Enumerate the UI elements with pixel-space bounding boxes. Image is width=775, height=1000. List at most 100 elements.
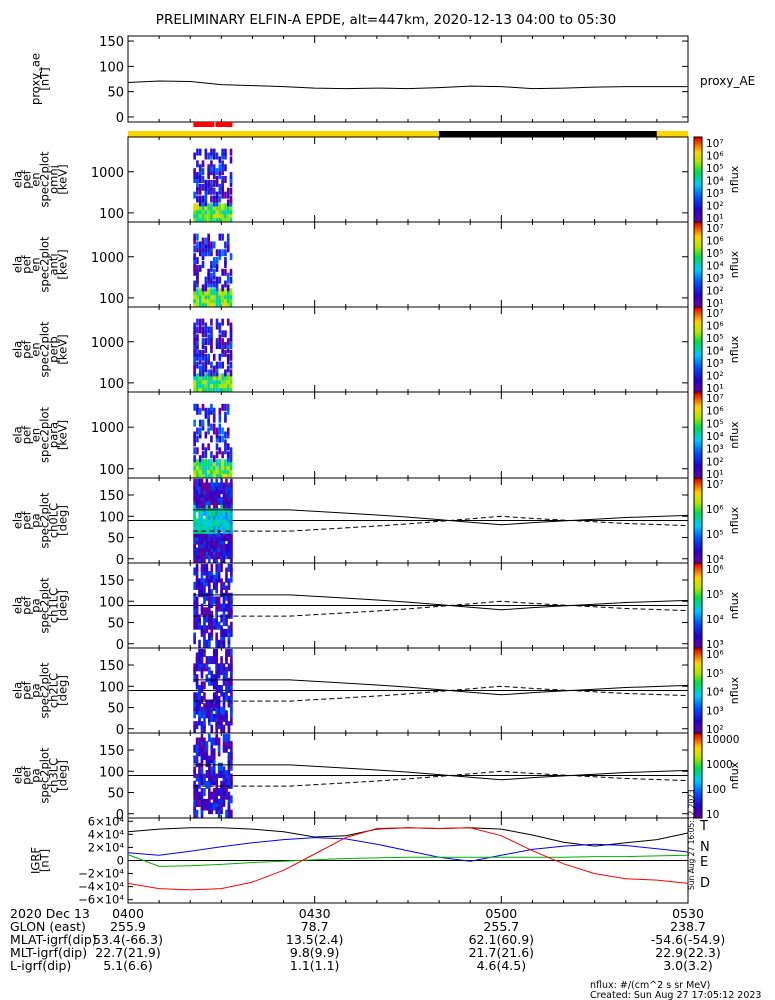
spectrogram-cell: [212, 203, 216, 211]
spectrogram-cell: [218, 300, 222, 308]
spectrogram-cell: [193, 215, 196, 223]
pitch-angle-cell: [203, 681, 206, 690]
pitch-angle-cell: [220, 614, 223, 623]
spectrogram-cell: [193, 419, 196, 427]
spectrogram-cell: [210, 467, 213, 475]
pitch-angle-cell: [193, 504, 196, 513]
pitch-angle-cell: [195, 773, 199, 782]
colorbar-step: [694, 518, 702, 521]
pitch-angle-cell: [203, 639, 206, 648]
spectrogram-cell: [196, 349, 199, 357]
pitch-angle-cell: [208, 621, 211, 630]
y-axis-label: spec2plot: [38, 236, 52, 293]
spectrogram-cell: [226, 284, 230, 292]
y-axis-label: [keV]: [56, 420, 70, 450]
spectrogram-cell: [210, 164, 213, 172]
spectrogram-cell: [193, 288, 196, 296]
spectrogram-cell: [201, 330, 205, 338]
y-axis-label: pef: [20, 169, 34, 188]
spectrogram-cell: [198, 199, 202, 207]
spectrogram-cell: [226, 431, 230, 439]
spectrogram-cell: [229, 179, 233, 187]
pitch-angle-cell: [210, 802, 214, 811]
colorbar-step: [694, 512, 702, 515]
colorbar-step: [694, 786, 702, 789]
colorbar: [694, 137, 702, 223]
colorbar-step: [694, 179, 702, 183]
pitch-angle-cell: [225, 688, 228, 697]
spectrogram-cell: [201, 211, 205, 219]
spectrogram-cell: [218, 334, 222, 342]
spectrogram-cell: [204, 300, 208, 308]
spectrogram-cell: [193, 326, 196, 334]
x-axis-value-label: 53.4(-66.3): [93, 932, 163, 947]
spectrogram-cell: [210, 207, 213, 215]
colorbar-step: [694, 160, 702, 163]
spectrogram-cell: [221, 463, 224, 471]
colorbar-tick-label: 10⁴: [706, 614, 724, 626]
spectrogram-cell: [215, 168, 219, 176]
igrf-series-T: [127, 827, 689, 847]
pitch-angle-cell: [205, 592, 209, 601]
x-axis-value-label: 78.7: [301, 919, 329, 934]
spectrogram-cell: [224, 296, 227, 304]
colorbar-step: [694, 360, 702, 363]
colorbar-step: [694, 402, 702, 406]
spectrogram-cell: [207, 241, 210, 249]
colorbar-step: [694, 720, 702, 723]
pitch-angle-cell: [220, 563, 223, 572]
pitch-angle-cell: [230, 563, 233, 572]
colorbar-step: [694, 718, 702, 721]
spectrogram-cell: [198, 419, 202, 427]
colorbar-step: [694, 803, 702, 806]
spectrogram-cell: [224, 411, 227, 419]
pitch-angle-cell: [217, 621, 221, 630]
spectrogram-cell: [196, 459, 199, 467]
y-axis-label: en: [29, 257, 43, 271]
colorbar-step: [694, 347, 702, 350]
spectrogram-cell: [196, 175, 199, 183]
y-axis-label: pa: [29, 683, 43, 697]
pitch-angle-cell: [222, 766, 226, 775]
spectrogram-cells: [193, 318, 233, 393]
pitch-angle-cell: [208, 482, 211, 491]
spectrogram-cell: [201, 342, 205, 350]
colorbar-step: [694, 580, 702, 583]
pitch-angle-cell: [225, 574, 228, 583]
spectrogram-cell: [215, 288, 219, 296]
pitch-angle-cell: [212, 618, 216, 627]
pitch-angle-cell: [220, 478, 223, 487]
colorbar-step: [694, 747, 702, 751]
y-tick-label: 2×10⁴: [88, 840, 125, 854]
spectrogram-cell: [193, 385, 196, 393]
spectrogram-cell: [193, 207, 196, 215]
spectrogram-cell: [226, 203, 230, 211]
pitch-angle-cell: [215, 522, 218, 531]
spectrogram-cell: [221, 203, 224, 211]
colorbar-step: [694, 279, 702, 282]
spectrogram-cell: [201, 443, 205, 451]
spectrogram-cell: [196, 467, 199, 475]
spectrogram-cell: [196, 435, 199, 443]
spectrogram-cell: [212, 207, 216, 215]
colorbar-step: [694, 336, 702, 340]
y-tick-label: −4×10⁴: [78, 880, 124, 894]
colorbar-step: [694, 582, 702, 585]
spectrogram-cell: [224, 175, 227, 183]
colorbar-step: [694, 609, 702, 613]
pitch-angle-cell: [217, 663, 221, 672]
spectrogram-cell: [218, 415, 222, 423]
colorbar-step: [694, 275, 702, 278]
pitch-angle-cell: [210, 589, 214, 598]
spectrogram-cell: [201, 241, 205, 249]
pitch-angle-cell: [227, 592, 231, 601]
colorbar-step: [694, 226, 702, 229]
colorbar-step: [694, 550, 702, 553]
colorbar-step: [694, 475, 702, 479]
pitch-angle-cell: [215, 632, 218, 641]
footer-created: Created: Sun Aug 27 17:05:12 2023: [590, 990, 761, 1000]
spectrogram-cell: [218, 172, 222, 180]
pitch-angle-cell: [222, 741, 226, 750]
spectrogram-cell: [212, 381, 216, 389]
spectrogram-cell: [193, 338, 196, 346]
